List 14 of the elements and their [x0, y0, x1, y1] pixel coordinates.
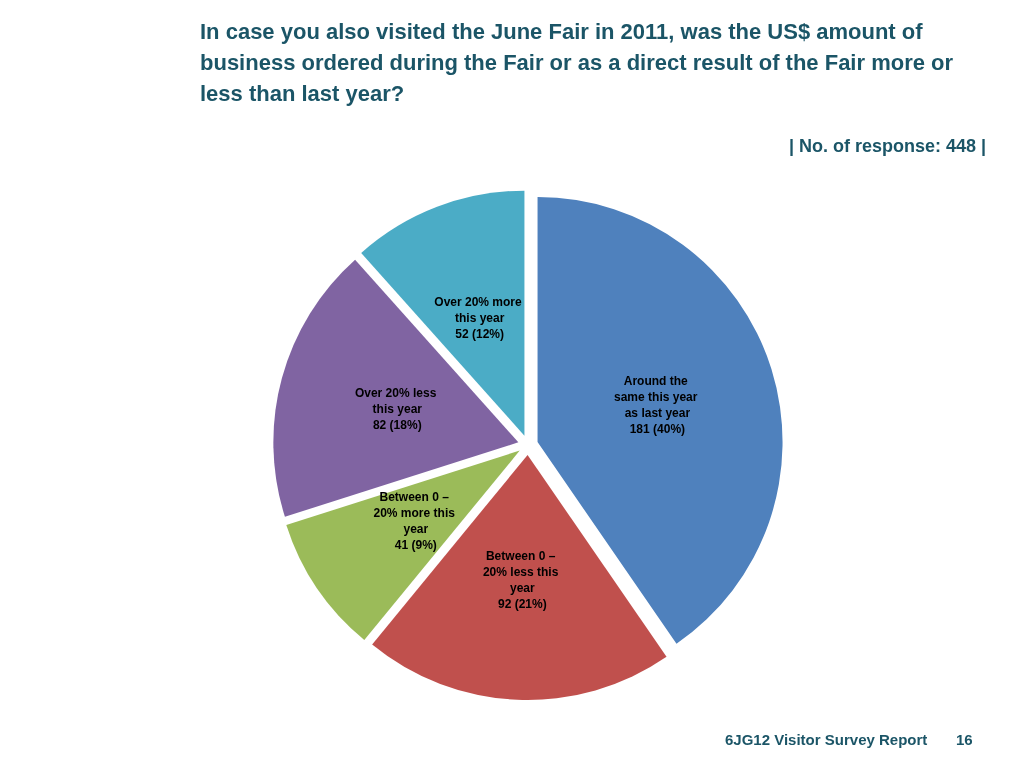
slice-label: Between 0 – 20% less this year — [482, 549, 562, 596]
data-label: 92 (21%) — [497, 597, 547, 612]
slice-label: Between 0 – 20% more this year — [373, 490, 459, 537]
slice-label: Around the same this year as last year — [614, 373, 701, 420]
text: 6JG12 Visitor Survey Report — [725, 731, 928, 748]
text: | No. of response: 448 | — [788, 136, 986, 157]
data-label: 82 (18%) — [372, 418, 422, 433]
text: 16 — [956, 731, 973, 748]
data-label: 181 (40%) — [629, 421, 686, 436]
data-label: 41 (9%) — [394, 538, 437, 553]
chart-title: In case you also visited the June Fair in 2011, was the US$ amount of business ordered during the Fair or as a direct result of the Fair more or less than last year? — [200, 18, 955, 108]
slice-label: Over 20% less this year — [354, 386, 440, 417]
data-label: 52 (12%) — [455, 327, 505, 342]
slice-label: Over 20% more this year — [434, 295, 526, 326]
